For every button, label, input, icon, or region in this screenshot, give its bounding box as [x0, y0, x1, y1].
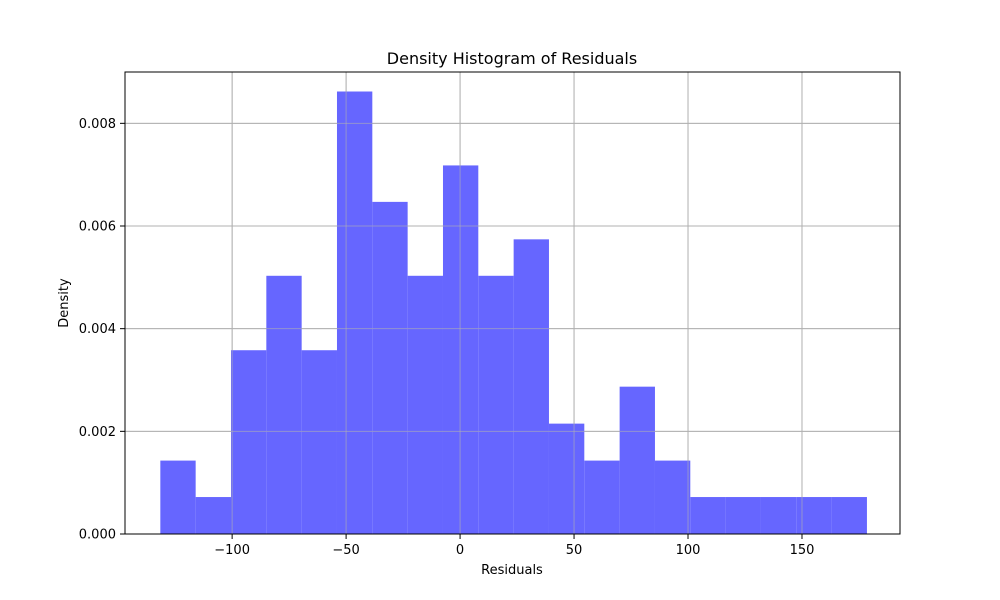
x-axis-label: Residuals	[481, 563, 543, 578]
histogram-bar	[831, 497, 867, 534]
histogram-bar	[760, 497, 797, 534]
x-tick-label: −100	[214, 543, 250, 558]
y-tick-label: 0.008	[79, 117, 116, 132]
x-tick-label: 0	[456, 543, 464, 558]
y-tick-label: 0.000	[79, 528, 116, 543]
x-tick-label: 50	[566, 543, 583, 558]
histogram-bar	[160, 460, 196, 534]
bars-layer	[125, 72, 900, 535]
x-tick-label: 150	[790, 543, 815, 558]
histogram-bar	[407, 275, 443, 534]
y-tick-label: 0.002	[79, 425, 116, 440]
plot-frame	[124, 71, 901, 535]
histogram-bar	[725, 497, 761, 534]
histogram-bar	[654, 460, 691, 534]
histogram-bar	[584, 460, 620, 534]
histogram-bar	[301, 350, 337, 534]
histogram-bar	[619, 386, 655, 534]
y-axis-label: Density	[57, 278, 72, 328]
histogram-bar	[195, 497, 231, 534]
chart-title: Density Histogram of Residuals	[387, 49, 637, 68]
x-tick-label: 100	[676, 543, 701, 558]
histogram-bar	[372, 201, 408, 534]
histogram-bar	[690, 497, 726, 534]
histogram-bar	[230, 350, 267, 534]
y-tick-label: 0.004	[79, 322, 116, 337]
y-axis-ticks: 0.000 0.002 0.004 0.006 0.008	[79, 117, 125, 543]
histogram-bar	[336, 91, 373, 535]
x-tick-label: −50	[332, 543, 359, 558]
x-axis-ticks: −100 −50 0 50 100 150	[214, 534, 814, 558]
histogram-bar	[548, 423, 585, 534]
y-tick-label: 0.006	[79, 220, 116, 235]
histogram-bar	[266, 275, 302, 534]
histogram-bar	[442, 165, 479, 534]
histogram-bar	[513, 239, 549, 534]
histogram-bar	[478, 275, 514, 534]
